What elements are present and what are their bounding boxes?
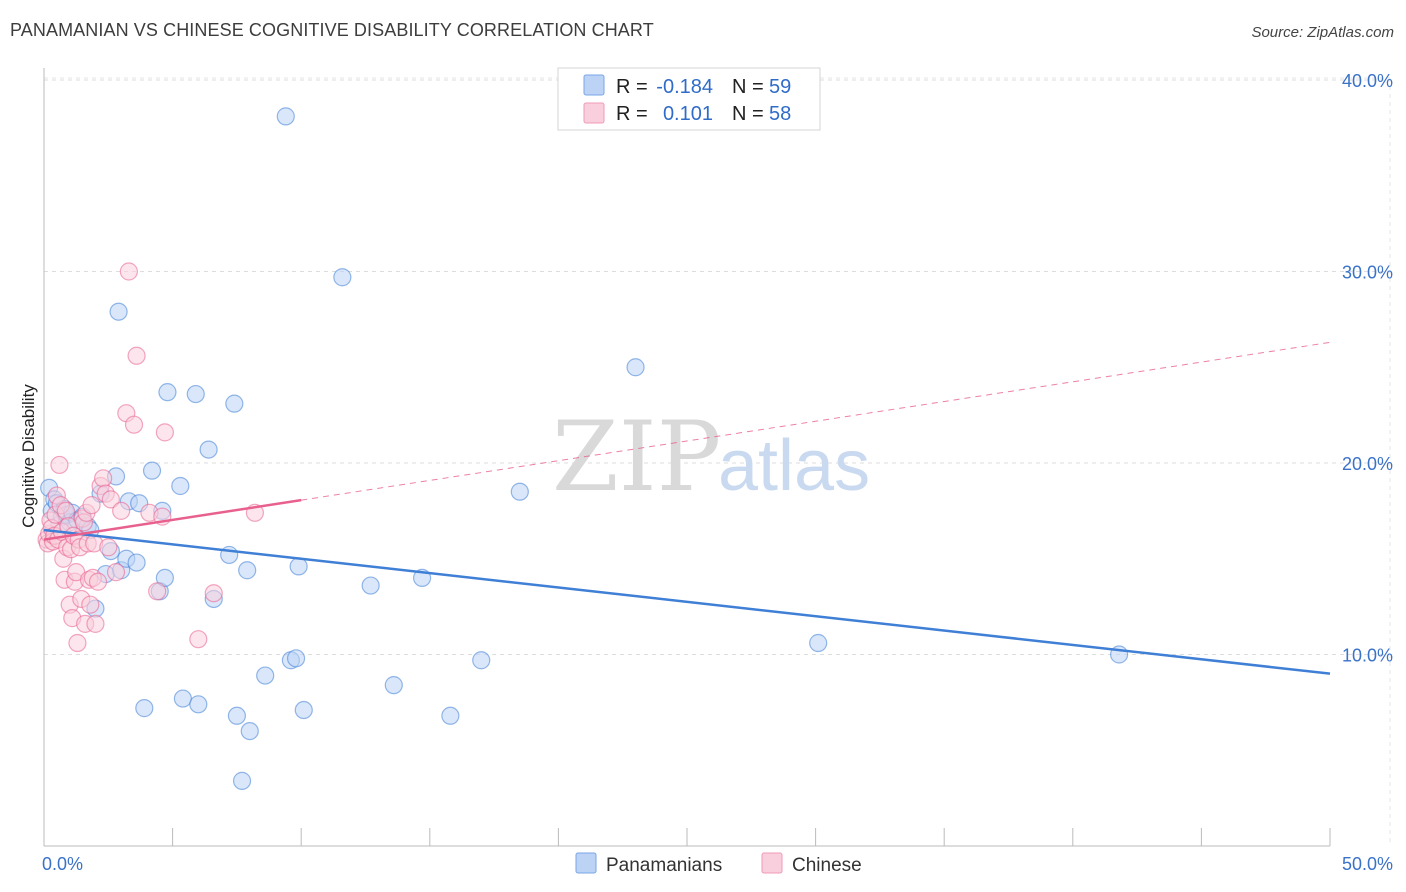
chinese-point bbox=[204, 584, 223, 603]
panamanians-point bbox=[186, 384, 205, 404]
y-tick-label: 30.0% bbox=[1342, 263, 1393, 283]
chinese-point bbox=[56, 501, 75, 520]
x-tick-label-max: 50.0% bbox=[1342, 854, 1393, 874]
panamanians-point bbox=[225, 394, 244, 413]
series-legend-label-panamanians: Panamanians bbox=[606, 855, 722, 876]
panamanians-point bbox=[361, 576, 380, 595]
series-legend-swatch-chinese bbox=[761, 852, 783, 874]
chinese-point bbox=[189, 630, 208, 649]
watermark-zip: ZIP bbox=[552, 401, 721, 513]
legend-r-label-1: R = bbox=[616, 76, 648, 98]
chinese-point bbox=[88, 572, 108, 591]
legend-r-value-2: 0.101 bbox=[663, 103, 713, 125]
panamanians-point bbox=[441, 706, 460, 725]
panamanians-point bbox=[109, 302, 128, 321]
panamanians-point bbox=[384, 676, 403, 695]
panamanians-point bbox=[286, 649, 306, 668]
panamanians-point bbox=[199, 440, 218, 459]
panamanians-point bbox=[158, 383, 177, 402]
chinese-trend-line-extension bbox=[301, 341, 1331, 501]
panamanians-point bbox=[232, 771, 252, 790]
panamanians-point bbox=[127, 553, 146, 572]
chinese-point bbox=[148, 582, 167, 601]
trend-lines bbox=[43, 341, 1331, 675]
panamanians-point bbox=[142, 461, 162, 480]
x-tick-label-min: 0.0% bbox=[42, 854, 83, 874]
panamanians-point bbox=[173, 689, 192, 708]
panamanians-point bbox=[189, 695, 208, 714]
chinese-point bbox=[99, 538, 118, 557]
panamanians-point bbox=[294, 700, 313, 720]
series-legend-label-chinese: Chinese bbox=[792, 855, 862, 876]
y-tick-labels: 10.0% 20.0% 30.0% 40.0% bbox=[1342, 71, 1393, 666]
watermark-atlas: atlas bbox=[718, 426, 870, 506]
legend-swatch-chinese bbox=[583, 102, 605, 124]
legend-n-label-1: N = bbox=[732, 76, 764, 98]
legend-n-value-2: 58 bbox=[769, 103, 791, 125]
panamanians-point bbox=[289, 557, 308, 576]
chinese-points bbox=[37, 262, 265, 653]
panamanians-point bbox=[171, 476, 190, 496]
watermark: ZIP atlas bbox=[552, 401, 870, 513]
chinese-trend-line bbox=[43, 498, 302, 541]
panamanians-point bbox=[238, 561, 257, 580]
panamanians-point bbox=[276, 107, 295, 126]
chinese-point bbox=[127, 346, 146, 365]
panamanians-point bbox=[809, 633, 828, 653]
chinese-point bbox=[124, 415, 144, 434]
panamanians-point bbox=[155, 568, 174, 588]
chinese-point bbox=[81, 595, 100, 614]
panamanians-point bbox=[240, 721, 259, 741]
panamanians-point bbox=[472, 651, 491, 670]
y-tick-label: 20.0% bbox=[1342, 454, 1393, 474]
chinese-point bbox=[50, 455, 69, 475]
panamanians-point bbox=[333, 268, 352, 287]
chinese-point bbox=[106, 563, 126, 582]
y-axis-label: Cognitive Disability bbox=[19, 384, 38, 528]
chinese-point bbox=[101, 490, 120, 509]
page-title: PANAMANIAN VS CHINESE COGNITIVE DISABILI… bbox=[10, 20, 654, 40]
correlation-legend: R = -0.184 N = 59 R = 0.101 N = 58 bbox=[557, 67, 821, 131]
chinese-point bbox=[155, 423, 174, 442]
y-tick-label: 40.0% bbox=[1342, 71, 1393, 91]
chinese-point bbox=[82, 496, 101, 515]
chinese-point bbox=[86, 614, 105, 633]
chinese-point bbox=[68, 633, 87, 653]
panamanians-point bbox=[510, 482, 529, 501]
legend-r-label-2: R = bbox=[616, 103, 648, 125]
y-tick-label: 10.0% bbox=[1342, 646, 1393, 666]
legend-r-value-1: -0.184 bbox=[656, 76, 713, 98]
legend-n-value-1: 59 bbox=[769, 76, 791, 98]
chinese-point bbox=[94, 469, 113, 488]
legend-swatch-panamanians bbox=[583, 74, 605, 96]
panamanians-point bbox=[626, 358, 645, 377]
panamanians-point bbox=[135, 699, 154, 718]
source-label: Source: ZipAtlas.com bbox=[1251, 24, 1394, 41]
x-tick-marks bbox=[43, 828, 1331, 846]
chinese-point bbox=[119, 262, 138, 281]
panamanians-point bbox=[227, 706, 246, 725]
panamanians-trend-line bbox=[43, 528, 1331, 675]
legend-n-label-2: N = bbox=[732, 103, 764, 125]
panamanians-point bbox=[256, 666, 275, 685]
series-legend: Panamanians Chinese bbox=[575, 852, 862, 876]
chinese-point bbox=[112, 501, 131, 520]
series-legend-swatch-panamanians bbox=[575, 852, 597, 874]
